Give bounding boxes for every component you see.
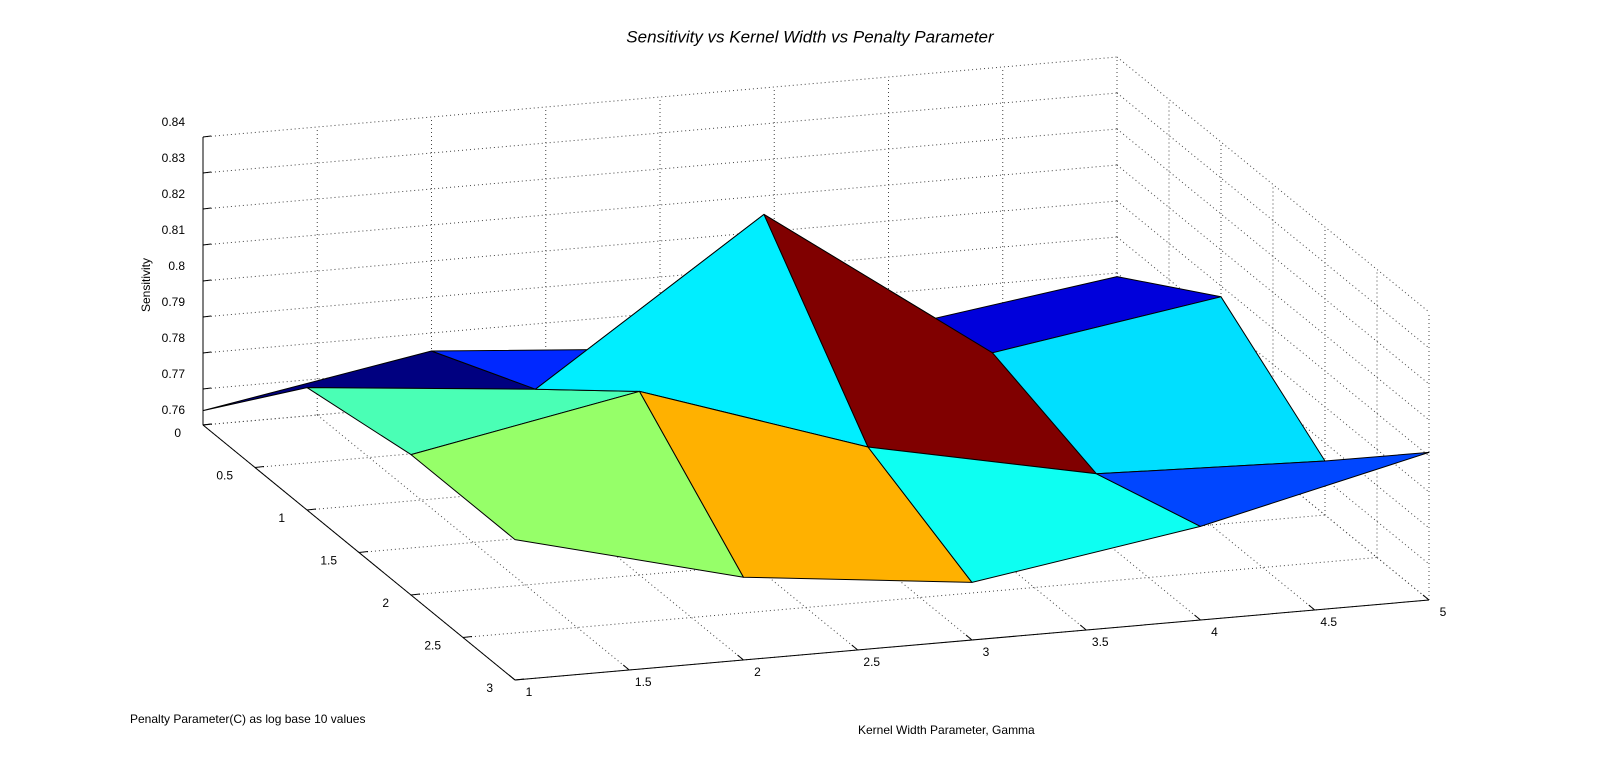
surface-face bbox=[1096, 451, 1430, 527]
z-tick-label: 0.8 bbox=[168, 259, 185, 273]
z-tick-label: 0.78 bbox=[162, 331, 186, 345]
x-tick-label: 4.5 bbox=[1320, 615, 1337, 629]
z-tick bbox=[202, 135, 212, 138]
y-tick bbox=[358, 551, 369, 553]
z-tick-label: 0.76 bbox=[162, 403, 186, 417]
y-tick bbox=[514, 678, 525, 681]
grid-line bbox=[462, 557, 1378, 638]
x-tick bbox=[508, 674, 516, 681]
z-tick bbox=[202, 387, 212, 390]
surface bbox=[202, 213, 1430, 583]
y-tick bbox=[462, 636, 473, 638]
y-tick bbox=[202, 423, 213, 426]
z-tick bbox=[202, 279, 212, 282]
x-tick-label: 1 bbox=[526, 685, 533, 699]
x-tick-label: 3.5 bbox=[1092, 635, 1109, 649]
z-tick bbox=[202, 171, 212, 174]
chart-title: Sensitivity vs Kernel Width vs Penalty P… bbox=[626, 27, 995, 46]
grid-line bbox=[202, 128, 1118, 210]
x-tick bbox=[622, 664, 630, 671]
grid-line bbox=[202, 56, 1118, 138]
x-axis-label: Kernel Width Parameter, Gamma bbox=[858, 723, 1035, 737]
y-axis-label: Penalty Parameter(C) as log base 10 valu… bbox=[130, 712, 365, 726]
y-tick bbox=[410, 593, 421, 596]
z-tick-label: 0.79 bbox=[162, 295, 186, 309]
x-tick-label: 1.5 bbox=[635, 675, 652, 689]
x-tick bbox=[965, 634, 973, 641]
x-tick bbox=[1422, 594, 1430, 601]
y-tick-label: 2.5 bbox=[424, 639, 441, 653]
x-tick bbox=[737, 654, 744, 661]
z-tick bbox=[202, 315, 212, 318]
y-tick-label: 1.5 bbox=[320, 554, 337, 568]
x-tick bbox=[1194, 614, 1201, 621]
z-tick-label: 0.81 bbox=[162, 223, 186, 237]
z-tick-label: 0.83 bbox=[162, 151, 186, 165]
z-axis-label: Sensitivity bbox=[139, 258, 153, 312]
y-tick-label: 3 bbox=[486, 681, 493, 695]
grid-line bbox=[202, 164, 1118, 246]
z-tick-label: 0.77 bbox=[162, 367, 186, 381]
x-tick bbox=[1308, 604, 1316, 611]
z-tick-label: 0.84 bbox=[162, 115, 186, 129]
grid-line bbox=[202, 272, 1118, 354]
x-tick-label: 2.5 bbox=[863, 655, 880, 669]
grid-line bbox=[202, 200, 1118, 282]
z-tick bbox=[202, 243, 212, 246]
y-tick bbox=[306, 508, 317, 511]
y-tick-label: 1 bbox=[278, 511, 285, 525]
z-tick-label: 0.82 bbox=[162, 187, 186, 201]
grid-line bbox=[202, 92, 1118, 174]
x-tick-label: 5 bbox=[1440, 605, 1447, 619]
y-tick-label: 2 bbox=[382, 596, 389, 610]
z-tick bbox=[202, 351, 212, 354]
y-tick-label: 0 bbox=[174, 426, 181, 440]
y-tick bbox=[254, 466, 265, 468]
x-tick-label: 2 bbox=[754, 665, 761, 679]
x-tick-label: 4 bbox=[1211, 625, 1218, 639]
grid-line bbox=[202, 236, 1118, 318]
ticks: 0.76 0.77 0.78 0.79 0.8 0.81 0.82 0.83 0.84 1 1.5 2… bbox=[162, 115, 1447, 699]
x-tick bbox=[1079, 624, 1087, 631]
x-tick bbox=[851, 644, 859, 651]
z-tick bbox=[202, 207, 212, 210]
y-tick-label: 0.5 bbox=[216, 469, 233, 483]
x-tick-label: 3 bbox=[983, 645, 990, 659]
